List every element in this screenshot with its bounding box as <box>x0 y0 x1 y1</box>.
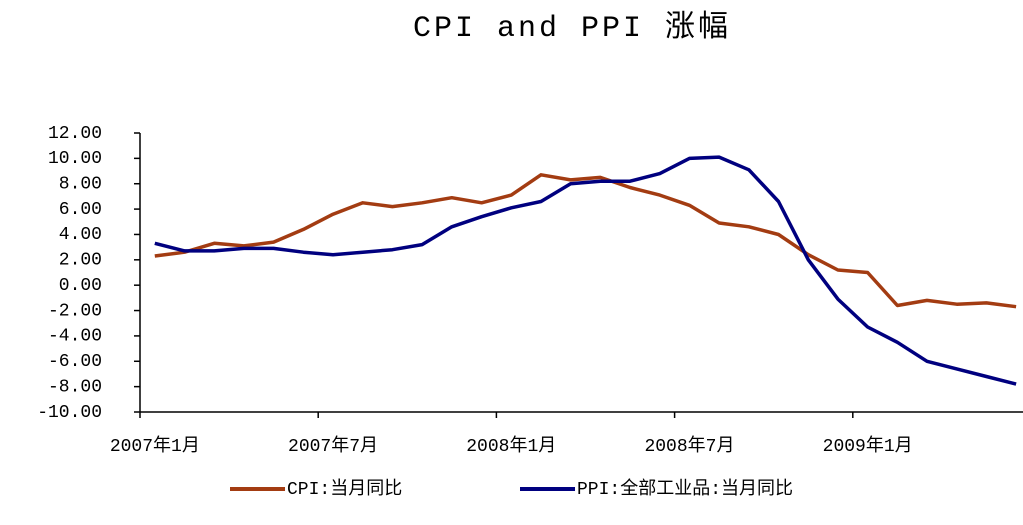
y-tick-label: 12.00 <box>48 124 102 144</box>
series-line <box>154 155 1017 386</box>
y-tick-label: 4.00 <box>59 225 102 245</box>
y-tick-label: -4.00 <box>48 327 102 347</box>
x-tick-label: 2007年7月 <box>288 435 378 457</box>
y-tick-label: 10.00 <box>48 149 102 169</box>
x-tick-label: 2008年1月 <box>466 435 556 457</box>
legend-label: CPI:当月同比 <box>287 478 402 500</box>
legend-label: PPI:全部工业品:当月同比 <box>577 478 793 500</box>
y-tick-label: 8.00 <box>59 174 102 194</box>
x-tick-label: 2009年1月 <box>823 435 913 457</box>
y-tick-label: 0.00 <box>59 276 102 296</box>
y-tick-label: 2.00 <box>59 251 102 271</box>
y-tick-label: -8.00 <box>48 377 102 397</box>
chart-title: CPI and PPI 涨幅 <box>413 10 731 46</box>
y-tick-label: -10.00 <box>37 403 102 423</box>
x-tick-label: 2007年1月 <box>110 435 200 457</box>
y-tick-label: 6.00 <box>59 200 102 220</box>
x-tick-label: 2008年7月 <box>644 435 734 457</box>
y-tick-label: -2.00 <box>48 301 102 321</box>
series-line <box>154 173 1017 309</box>
y-tick-label: -6.00 <box>48 352 102 372</box>
